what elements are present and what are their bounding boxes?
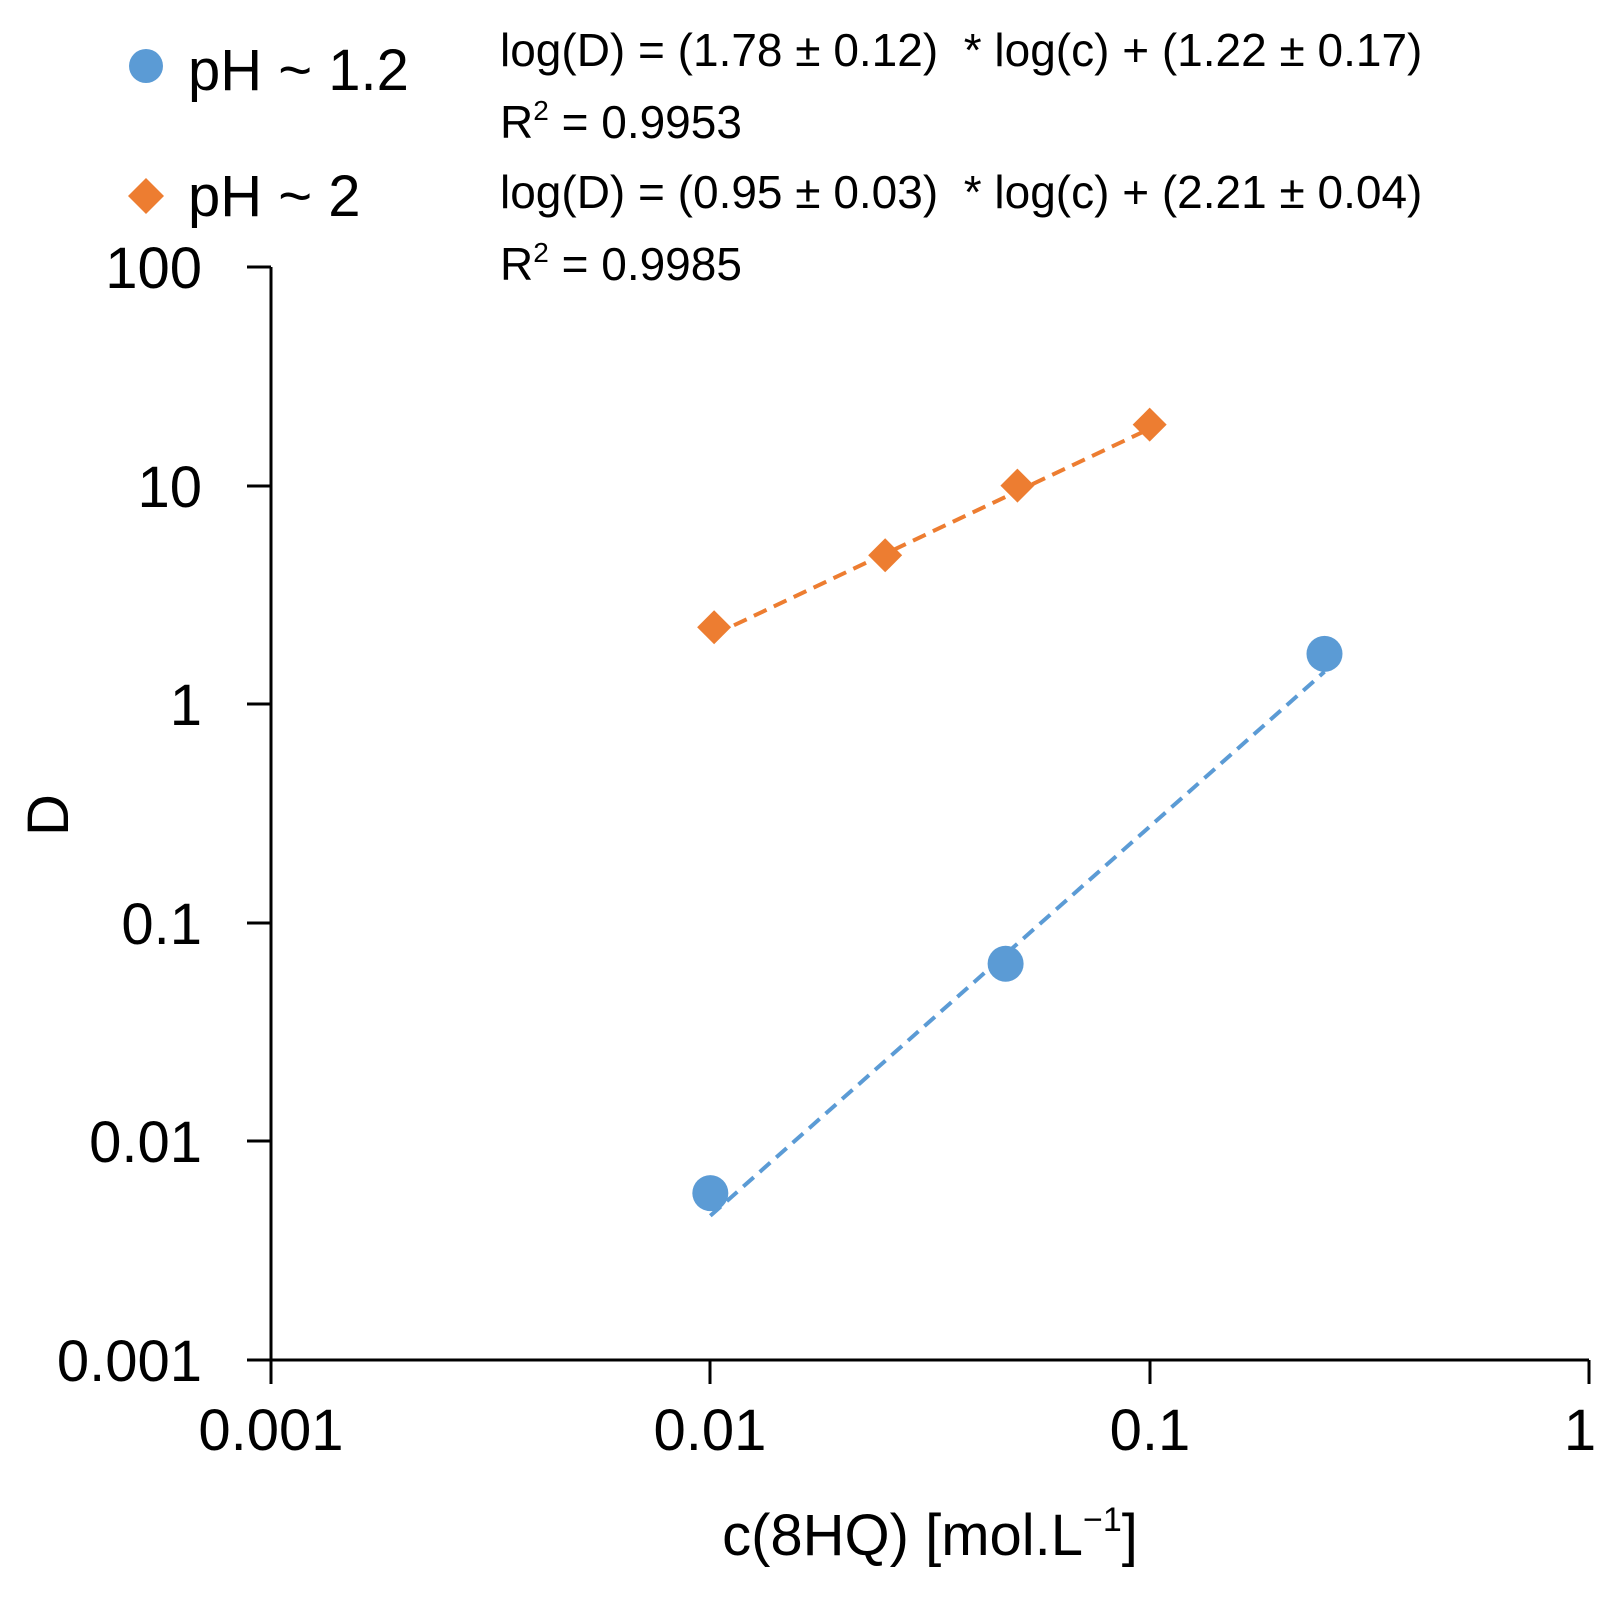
x-tick-label-0.01: 0.01 <box>654 1398 767 1463</box>
x-tick-marks <box>269 1360 1591 1384</box>
fit-r2-ph-2: R2 = 0.9985 <box>500 237 742 290</box>
x-axis-label-main: c(8HQ) [mol.L <box>722 1503 1083 1568</box>
y-tick-marks <box>247 265 271 1362</box>
data-point-ph-2-3 <box>1000 468 1035 503</box>
trendline-ph-1-2 <box>709 670 1326 1218</box>
y-axis-label: D <box>16 794 81 836</box>
legend-marker-ph-1-2 <box>129 49 163 83</box>
data-point-ph-1-2-2 <box>987 945 1024 982</box>
legend-marker-ph-2 <box>128 178 164 214</box>
x-tick-label-0.1: 0.1 <box>1110 1398 1191 1463</box>
x-tick-label-1: 1 <box>1564 1398 1596 1463</box>
y-tick-label-0.1: 0.1 <box>121 892 202 957</box>
fit-annotations: log(D) = (1.78 ± 0.12) * log(c) + (1.22 … <box>500 24 1422 290</box>
fit-equation-ph-2: log(D) = (0.95 ± 0.03) * log(c) + (2.21 … <box>500 166 1422 218</box>
fit-r2-ph-1-2: R2 = 0.9953 <box>500 95 742 148</box>
y-tick-label-0.001: 0.001 <box>57 1329 202 1394</box>
x-axis-label: c(8HQ) [mol.L−1] <box>722 1501 1138 1568</box>
plot-area <box>692 407 1343 1218</box>
legend: pH ~ 1.2 pH ~ 2 <box>128 38 409 229</box>
x-axis-label-end: ] <box>1122 1503 1138 1568</box>
x-tick-label-0.001: 0.001 <box>198 1398 343 1463</box>
trendline-ph-2 <box>713 426 1151 637</box>
y-tick-label-100: 100 <box>105 236 202 301</box>
data-point-ph-1-2-1 <box>692 1175 729 1212</box>
y-tick-label-10: 10 <box>137 455 202 520</box>
legend-label-ph-2: pH ~ 2 <box>188 164 361 229</box>
data-point-ph-2-1 <box>697 610 732 645</box>
fit-equation-ph-1-2: log(D) = (1.78 ± 0.12) * log(c) + (1.22 … <box>500 24 1422 76</box>
y-tick-label-1: 1 <box>170 673 202 738</box>
y-tick-label-0.01: 0.01 <box>89 1110 202 1175</box>
data-point-ph-1-2-3 <box>1306 635 1343 672</box>
x-axis-label-sup: −1 <box>1083 1501 1122 1539</box>
data-point-ph-2-2 <box>868 538 903 573</box>
data-point-ph-2-4 <box>1132 407 1167 442</box>
legend-label-ph-1-2: pH ~ 1.2 <box>188 38 409 103</box>
